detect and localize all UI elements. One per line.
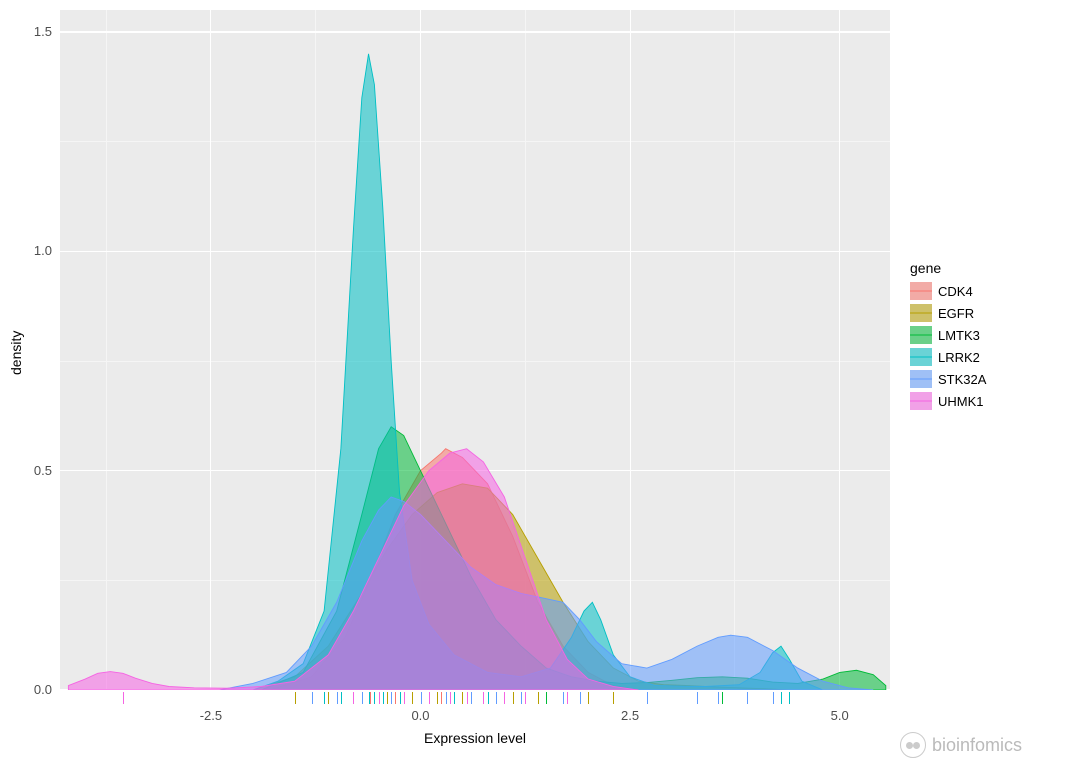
rug-tick	[718, 692, 719, 704]
rug-tick	[341, 692, 342, 704]
y-tick-label: 1.0	[34, 243, 52, 258]
rug-tick	[395, 692, 396, 704]
rug-tick	[647, 692, 648, 704]
rug-tick	[404, 692, 405, 704]
rug-tick	[429, 692, 430, 704]
rug-tick	[421, 692, 422, 704]
legend-item-STK32A: STK32A	[910, 370, 986, 388]
rug-tick	[391, 692, 392, 704]
rug-tick	[337, 692, 338, 704]
rug-tick	[471, 692, 472, 704]
legend-swatch	[910, 348, 932, 366]
legend-swatch	[910, 392, 932, 410]
rug-tick	[362, 692, 363, 704]
watermark-text: bioinfomics	[932, 735, 1022, 756]
x-tick-label: 5.0	[822, 708, 858, 723]
rug-tick	[567, 692, 568, 704]
rug-tick	[383, 692, 384, 704]
legend-label: STK32A	[938, 372, 986, 387]
rug-tick	[123, 692, 124, 704]
rug-tick	[613, 692, 614, 704]
rug-tick	[450, 692, 451, 704]
legend-label: LMTK3	[938, 328, 980, 343]
rug-tick	[412, 692, 413, 704]
rug-tick	[387, 692, 388, 704]
y-axis-label: density	[8, 331, 24, 375]
rug-tick	[747, 692, 748, 704]
watermark: bioinfomics	[900, 732, 1022, 758]
rug-tick	[513, 692, 514, 704]
legend-label: CDK4	[938, 284, 973, 299]
rug-tick	[580, 692, 581, 704]
y-tick-label: 0.5	[34, 463, 52, 478]
legend-swatch	[910, 326, 932, 344]
rug-tick	[773, 692, 774, 704]
rug-tick	[400, 692, 401, 704]
rug-tick	[328, 692, 329, 704]
x-tick-label: -2.5	[193, 708, 229, 723]
legend-swatch	[910, 370, 932, 388]
rug-tick	[563, 692, 564, 704]
rug-tick	[295, 692, 296, 704]
rug-tick	[538, 692, 539, 704]
rug-tick	[546, 692, 547, 704]
legend: gene CDK4 EGFR LMTK3 LRRK2 STK32A UHMK1	[910, 260, 986, 414]
rug-tick	[496, 692, 497, 704]
x-tick-label: 2.5	[612, 708, 648, 723]
legend-swatch	[910, 304, 932, 322]
y-tick-label: 0.0	[34, 682, 52, 697]
legend-item-UHMK1: UHMK1	[910, 392, 986, 410]
rug-tick	[454, 692, 455, 704]
legend-item-LMTK3: LMTK3	[910, 326, 986, 344]
rug-tick	[781, 692, 782, 704]
rug-tick	[370, 692, 371, 704]
rug-tick	[374, 692, 375, 704]
legend-item-LRRK2: LRRK2	[910, 348, 986, 366]
rug-tick	[504, 692, 505, 704]
rug-tick	[437, 692, 438, 704]
rug-tick	[789, 692, 790, 704]
legend-item-EGFR: EGFR	[910, 304, 986, 322]
chart-container: Expression level density gene CDK4 EGFR LM…	[0, 0, 1080, 772]
rug-tick	[488, 692, 489, 704]
legend-item-CDK4: CDK4	[910, 282, 986, 300]
x-tick-label: 0.0	[403, 708, 439, 723]
legend-title: gene	[910, 260, 986, 276]
legend-label: UHMK1	[938, 394, 984, 409]
rug-tick	[467, 692, 468, 704]
rug-tick	[588, 692, 589, 704]
rug-tick	[446, 692, 447, 704]
legend-label: EGFR	[938, 306, 974, 321]
legend-swatch	[910, 282, 932, 300]
rug-tick	[462, 692, 463, 704]
rug-tick	[379, 692, 380, 704]
rug-tick	[722, 692, 723, 704]
rug-tick	[483, 692, 484, 704]
rug-tick	[525, 692, 526, 704]
rug-tick	[369, 692, 370, 704]
legend-label: LRRK2	[938, 350, 980, 365]
x-axis-label: Expression level	[415, 730, 535, 746]
rug-tick	[312, 692, 313, 704]
rug-tick	[353, 692, 354, 704]
wechat-icon	[900, 732, 926, 758]
rug-strip	[60, 692, 890, 704]
rug-tick	[324, 692, 325, 704]
rug-tick	[697, 692, 698, 704]
rug-tick	[521, 692, 522, 704]
y-tick-label: 1.5	[34, 24, 52, 39]
rug-tick	[441, 692, 442, 704]
